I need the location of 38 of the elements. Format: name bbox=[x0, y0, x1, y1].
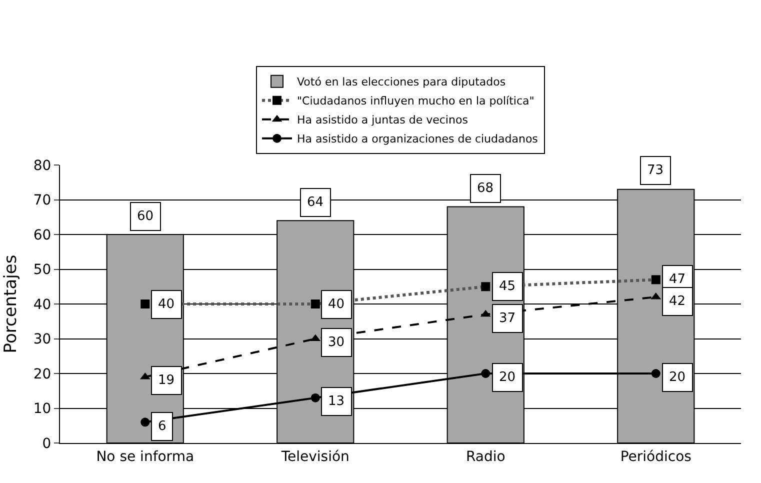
data-label: 42 bbox=[669, 294, 686, 309]
data-label: 40 bbox=[328, 297, 345, 312]
data-label: 47 bbox=[669, 272, 686, 287]
x-tick-label: Periódicos bbox=[620, 448, 692, 465]
point bbox=[140, 418, 150, 427]
x-tick-label: Radio bbox=[466, 448, 506, 465]
y-tick-label: 30 bbox=[33, 332, 52, 348]
point bbox=[651, 369, 660, 378]
y-tick-label: 40 bbox=[33, 296, 52, 313]
point bbox=[310, 393, 320, 402]
legend-label: Ha asistido a juntas de vecinos bbox=[297, 114, 468, 127]
y-tick-label: 0 bbox=[42, 436, 52, 452]
data-label: 73 bbox=[647, 163, 664, 178]
data-label: 45 bbox=[499, 279, 516, 294]
data-label: 20 bbox=[499, 370, 516, 385]
legend-label: Ha asistido a organizaciones de ciudadanos bbox=[297, 132, 538, 146]
data-label: 19 bbox=[158, 373, 175, 388]
data-label: 20 bbox=[669, 370, 686, 385]
legend-label: "Ciudadanos influyen mucho en la política" bbox=[297, 94, 534, 108]
data-label: 37 bbox=[499, 311, 516, 326]
y-tick-label: 50 bbox=[33, 262, 52, 278]
x-tick-label: No se informa bbox=[96, 448, 194, 465]
data-label: 13 bbox=[328, 394, 345, 409]
y-tick-label: 10 bbox=[33, 401, 52, 418]
legend-label: Votó en las elecciones para diputados bbox=[297, 76, 506, 89]
y-axis-title: Porcentajes bbox=[1, 254, 21, 354]
y-tick-label: 60 bbox=[33, 227, 52, 244]
data-label: 40 bbox=[158, 297, 175, 312]
y-tick-label: 70 bbox=[33, 192, 52, 209]
data-label: 30 bbox=[328, 335, 345, 350]
data-label: 64 bbox=[307, 195, 324, 210]
data-label: 60 bbox=[137, 209, 154, 224]
point bbox=[481, 369, 490, 378]
data-label: 6 bbox=[158, 419, 166, 434]
x-tick-label: Televisión bbox=[280, 448, 350, 465]
y-tick-label: 80 bbox=[33, 158, 52, 174]
y-tick-label: 20 bbox=[33, 366, 52, 382]
data-label: 68 bbox=[477, 181, 494, 196]
